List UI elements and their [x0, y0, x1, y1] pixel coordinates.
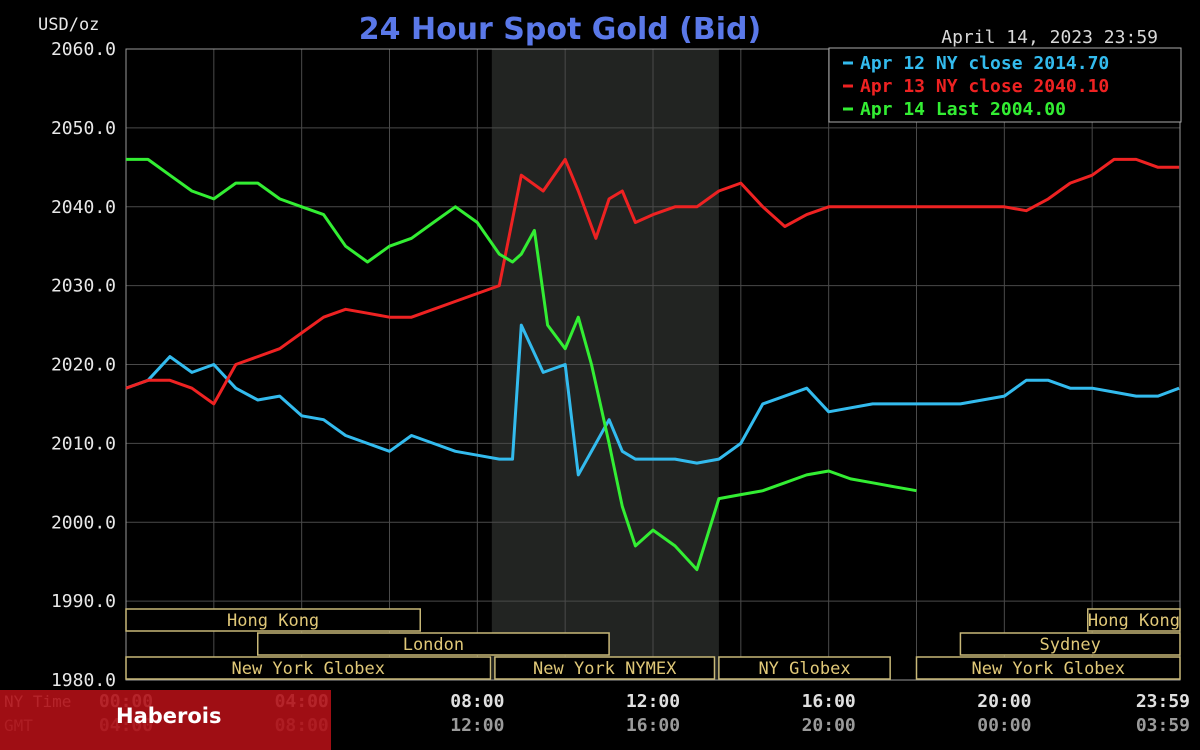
y-tick-label: 2000.0 [51, 512, 116, 533]
session-bar [125, 656, 492, 680]
session-bar [959, 632, 1181, 656]
session-bar [494, 656, 716, 680]
chart-title: 24 Hour Spot Gold (Bid) [359, 12, 761, 47]
x-tick-label: 23:59 [1136, 691, 1190, 712]
y-tick-label: 2050.0 [51, 118, 116, 139]
session-label: Hong Kong [1088, 611, 1180, 631]
x-tick-label: 20:00 [802, 715, 856, 736]
series-line [126, 157, 917, 572]
session-label: New York NYMEX [533, 659, 677, 679]
legend-label: Apr 12 NY close 2014.70 [860, 53, 1109, 74]
session-label: London [403, 635, 464, 655]
session-bar [125, 608, 421, 632]
session-bar [915, 656, 1181, 680]
legend-label: Apr 13 NY close 2040.10 [860, 76, 1109, 97]
session-bar [718, 656, 891, 680]
y-tick-label: 2030.0 [51, 276, 116, 297]
x-tick-label: 16:00 [802, 691, 856, 712]
session-label: Sydney [1039, 635, 1100, 655]
x-tick-label: 16:00 [626, 715, 680, 736]
session-label: New York Globex [971, 659, 1125, 679]
session-bar [257, 632, 610, 656]
chart-timestamp: April 14, 2023 23:59 [941, 27, 1158, 48]
plot-frame [125, 48, 1181, 681]
session-bar [1087, 608, 1181, 632]
x-tick-label: 12:00 [450, 715, 504, 736]
y-tick-label: 2040.0 [51, 197, 116, 218]
y-tick-label: 2060.0 [51, 39, 116, 60]
session-label: Hong Kong [227, 611, 319, 631]
session-label: New York Globex [231, 659, 385, 679]
x-tick-label: 08:00 [450, 691, 504, 712]
x-tick-label: 00:00 [977, 715, 1031, 736]
x-tick-label: 03:59 [1136, 715, 1190, 736]
y-tick-label: 2010.0 [51, 433, 116, 454]
x-tick-label: 12:00 [626, 691, 680, 712]
market-session-bars: Hong Kong Hong Kong London Sydney New York G… [125, 608, 1181, 680]
y-tick-label: 1980.0 [51, 670, 116, 691]
y-tick-label: 2020.0 [51, 355, 116, 376]
watermark-text: Haberois [116, 704, 222, 728]
y-tick-label: 1990.0 [51, 591, 116, 612]
session-label: NY Globex [758, 659, 850, 679]
price-series [125, 157, 1180, 572]
series-line [125, 323, 1180, 477]
legend-box [828, 47, 1182, 123]
legend-label: Apr 14 Last 2004.00 [860, 99, 1066, 120]
x-tick-label: 20:00 [977, 691, 1031, 712]
series-line [125, 157, 1180, 406]
y-axis-label: USD/oz [38, 15, 99, 35]
y-axis-tick-labels: 2060.0 2050.0 2040.0 2030.0 2020.0 2010.0 2000… [51, 39, 116, 691]
watermark-banner [0, 690, 331, 750]
